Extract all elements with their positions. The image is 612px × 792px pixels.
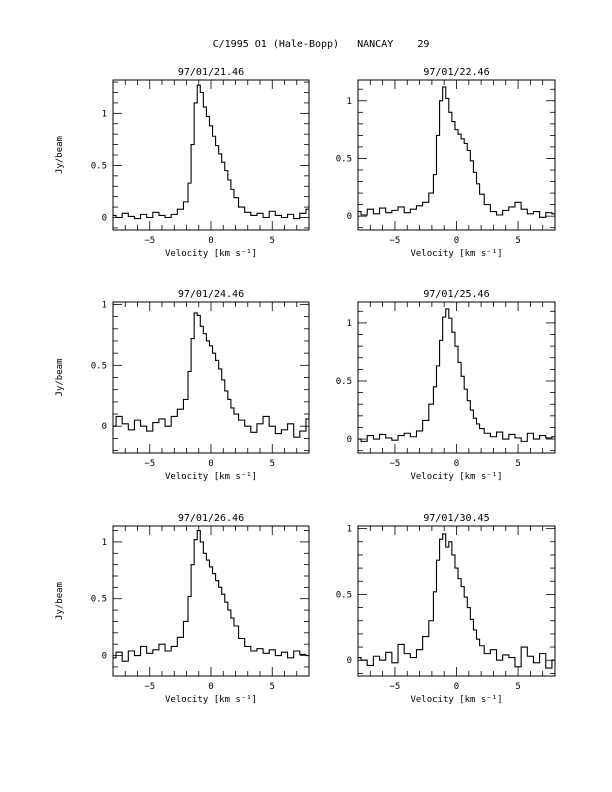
x-tick-label: 0 [454,459,459,469]
plot-frame [357,525,556,677]
x-axis-label: Velocity [km s⁻¹] [410,249,502,259]
plot-frame [112,301,310,454]
y-tick-label: 0.5 [336,154,352,164]
panel-title: 97/01/24.46 [178,289,244,300]
x-axis-label: Velocity [km s⁻¹] [165,472,257,482]
panel-grid: 97/01/21.46 −5 0 5 0 0.5 1 Velocity [km s⁻¹] Jy/… [55,67,556,705]
x-tick-label: −5 [144,236,155,246]
x-tick-label: 0 [208,682,213,692]
spectrum-panel-3: 97/01/24.46 −5 0 5 0 0.5 1 Velocity [km s⁻¹] Jy/… [55,289,310,482]
y-tick-label: 0.5 [91,161,107,171]
y-axis-label: Jy/beam [55,582,65,620]
x-tick-label: 5 [515,236,520,246]
spectrum-line [113,530,309,662]
x-tick-label: 5 [515,459,520,469]
y-tick-label: 0.5 [336,377,352,387]
x-tick-label: 0 [454,682,459,692]
x-tick-label: −5 [390,682,401,692]
x-axis-label: Velocity [km s⁻¹] [410,695,502,705]
x-tick-label: 5 [270,236,275,246]
panel-title: 97/01/22.46 [423,67,489,78]
spectrum-line [358,533,555,669]
y-tick-label: 0 [347,212,352,222]
plot-frame [112,79,310,231]
y-tick-label: 1 [102,300,107,310]
panel-title: 97/01/26.46 [178,513,244,524]
spectrum-line [358,86,555,218]
panel-title: 97/01/30.45 [423,513,489,524]
x-tick-label: 0 [208,459,213,469]
x-tick-label: −5 [390,459,401,469]
y-tick-label: 1 [347,525,352,535]
spectrum-panel-2: 97/01/22.46 −5 0 5 0 0.5 1 Velocity [km s⁻¹] [336,67,556,259]
y-axis-label: Jy/beam [55,136,65,174]
spectrum-line [113,312,309,438]
spectrum-panel-5: 97/01/26.46 −5 0 5 0 0.5 1 Velocity [km s⁻¹] Jy/… [55,513,310,705]
x-axis-label: Velocity [km s⁻¹] [165,249,257,259]
y-tick-label: 0.5 [91,361,107,371]
y-tick-label: 1 [347,319,352,329]
y-tick-label: 1 [102,538,107,548]
x-tick-label: 0 [208,236,213,246]
spectrum-panel-4: 97/01/25.46 −5 0 5 0 0.5 1 Velocity [km s⁻¹] [336,289,556,482]
x-tick-label: −5 [144,682,155,692]
x-tick-label: −5 [144,459,155,469]
x-tick-label: 5 [515,682,520,692]
plot-frame [357,79,556,231]
y-tick-label: 0 [102,214,107,224]
y-tick-label: 1 [347,97,352,107]
y-tick-label: 0 [347,435,352,445]
y-tick-label: 0 [102,652,107,662]
plot-frame [357,301,556,454]
spectrum-panel-1: 97/01/21.46 −5 0 5 0 0.5 1 Velocity [km s⁻¹] Jy/… [55,67,310,259]
figure-title: C/1995 O1 (Hale-Bopp) NANCAY 29 [213,39,430,50]
x-tick-label: −5 [390,236,401,246]
x-axis-label: Velocity [km s⁻¹] [410,472,502,482]
plot-frame [112,525,310,677]
panel-title: 97/01/25.46 [423,289,489,300]
spectrum-panel-6: 97/01/30.45 −5 0 5 0 0.5 1 Velocity [km s⁻¹] [336,513,556,705]
y-axis-label: Jy/beam [55,359,65,397]
y-tick-label: 0.5 [91,595,107,605]
x-tick-label: 5 [270,459,275,469]
y-tick-label: 1 [102,109,107,119]
y-tick-label: 0.5 [336,590,352,600]
spectrum-line [358,308,555,442]
panel-title: 97/01/21.46 [178,67,244,78]
spectrum-line [113,84,309,220]
y-tick-label: 0 [347,656,352,666]
x-tick-label: 0 [454,236,459,246]
x-axis-label: Velocity [km s⁻¹] [165,695,257,705]
y-tick-label: 0 [102,422,107,432]
x-tick-label: 5 [270,682,275,692]
